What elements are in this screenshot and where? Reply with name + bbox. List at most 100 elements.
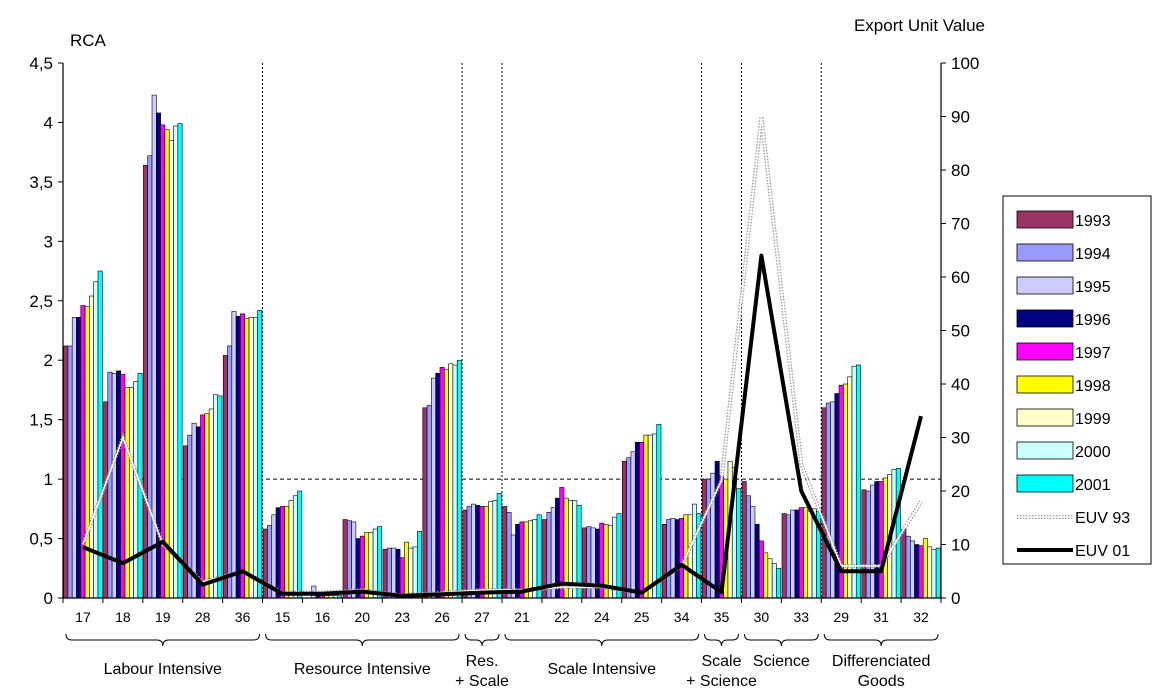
- legend-swatch-1996: [1016, 309, 1074, 328]
- bar-1996-36: [235, 315, 241, 599]
- category-label-22: 22: [554, 609, 570, 625]
- bar-1999-25: [647, 434, 653, 599]
- bar-2000-27: [492, 500, 498, 599]
- legend-swatch-1998: [1016, 375, 1074, 394]
- left-axis-title: RCA: [70, 31, 107, 50]
- group-label-0: Labour Intensive: [104, 661, 222, 678]
- legend-label-1993: 1993: [1075, 213, 1111, 230]
- bar-1998-31: [882, 477, 888, 599]
- category-label-21: 21: [514, 609, 530, 625]
- left-tick-label: 1: [44, 470, 53, 489]
- bar-1998-28: [204, 413, 210, 599]
- group-label-4: Scale + Science: [686, 653, 757, 690]
- bar-1993-27: [462, 509, 468, 599]
- bar-1993-21: [502, 506, 508, 599]
- legend-label-euv-93: EUV 93: [1075, 510, 1130, 527]
- group-brace: [265, 633, 460, 647]
- legend-swatch-2000: [1016, 441, 1074, 460]
- bar-1996-35: [714, 460, 720, 599]
- bar-1994-27: [466, 506, 472, 599]
- legend-swatch-1999: [1016, 408, 1074, 427]
- bar-1993-30: [741, 481, 747, 599]
- line-series: [81, 116, 923, 598]
- bar-1994-18: [107, 371, 113, 599]
- bar-1997-22: [559, 487, 565, 599]
- bar-1994-33: [785, 514, 791, 599]
- bar-1997-28: [200, 414, 206, 599]
- bar-1993-23: [382, 548, 388, 599]
- bar-2001-20: [377, 526, 382, 599]
- category-label-31: 31: [873, 609, 889, 625]
- bar-1995-27: [470, 503, 476, 599]
- axes: 0 0,5 1 1,5 2 2,5 3 3,5 4 4,5 0 10 20 30 40 50 60 70 80 90 1…: [29, 54, 979, 625]
- bar-2000-15: [292, 495, 298, 599]
- bar-1999-18: [129, 387, 134, 599]
- bar-2000-32: [931, 548, 937, 599]
- bar-1997-17: [80, 305, 86, 599]
- bar-1994-23: [386, 547, 392, 599]
- bar-1999-33: [807, 510, 813, 599]
- right-tick-label: 0: [951, 589, 960, 608]
- bar-2001-24: [616, 513, 622, 599]
- bar-1995-31: [870, 484, 875, 599]
- left-tick-label: 3: [44, 232, 53, 251]
- bar-1999-30: [767, 558, 773, 599]
- bar-1995-33: [790, 509, 796, 599]
- bar-1995-29: [830, 401, 836, 599]
- bar-1998-15: [284, 506, 290, 599]
- right-tick-label: 80: [951, 161, 970, 180]
- category-label-15: 15: [275, 609, 291, 625]
- bar-1999-19: [168, 139, 174, 599]
- bar-1995-34: [670, 518, 676, 599]
- bar-1998-26: [443, 369, 449, 599]
- bar-1996-26: [435, 372, 441, 599]
- bar-1994-34: [666, 519, 672, 599]
- bar-1997-27: [479, 506, 485, 599]
- group-brace: [743, 633, 819, 647]
- legend-label-2001: 2001: [1075, 477, 1111, 494]
- right-tick-label: 90: [951, 108, 970, 127]
- bar-1995-30: [750, 506, 756, 599]
- bar-1998-36: [244, 318, 250, 599]
- right-tick-label: 70: [951, 215, 970, 234]
- group-label-5: Science: [753, 653, 810, 670]
- bar-2001-23: [416, 531, 422, 599]
- bar-2000-21: [532, 519, 538, 599]
- bar-1994-20: [346, 520, 352, 599]
- bar-1994-30: [746, 495, 751, 599]
- bar-1993-25: [622, 460, 627, 599]
- right-tick-label: 50: [951, 322, 970, 341]
- bar-1993-20: [342, 519, 348, 599]
- legend-swatch-1994: [1016, 243, 1074, 262]
- legend-label-1998: 1998: [1075, 378, 1111, 395]
- category-label-34: 34: [674, 609, 690, 625]
- bar-1994-26: [426, 405, 432, 599]
- bar-1993-28: [183, 445, 188, 599]
- bar-1994-17: [67, 345, 73, 599]
- bar-1998-32: [922, 538, 928, 599]
- bar-1999-27: [488, 501, 494, 599]
- bar-1995-32: [909, 540, 915, 599]
- category-label-18: 18: [115, 609, 131, 625]
- legend-label-2000: 2000: [1075, 444, 1111, 461]
- bar-1995-17: [71, 317, 77, 599]
- bar-1994-36: [227, 345, 233, 599]
- bar-1998-21: [523, 521, 529, 599]
- category-label-33: 33: [794, 609, 810, 625]
- legend-swatch-1997: [1016, 342, 1074, 361]
- right-tick-label: 30: [951, 429, 970, 448]
- bar-1999-21: [528, 520, 534, 599]
- bar-2000-36: [253, 317, 258, 599]
- bar-2001-19: [177, 123, 183, 599]
- category-groups: Labour Intensive Resource Intensive Res. + …: [65, 633, 939, 690]
- left-tick-label: 0,5: [29, 530, 53, 549]
- bar-1999-34: [687, 514, 693, 599]
- bar-1998-33: [803, 507, 809, 599]
- bar-2001-35: [736, 488, 742, 599]
- category-label-23: 23: [394, 609, 410, 625]
- category-label-24: 24: [594, 609, 610, 625]
- bar-1995-36: [231, 311, 237, 599]
- bar-1996-31: [874, 481, 880, 599]
- right-tick-label: 40: [951, 375, 970, 394]
